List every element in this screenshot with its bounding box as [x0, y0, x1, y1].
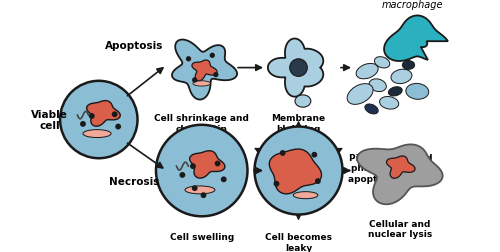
- Ellipse shape: [356, 64, 378, 79]
- Text: macrophage: macrophage: [382, 0, 444, 10]
- Ellipse shape: [254, 127, 342, 215]
- Text: Viable
cell: Viable cell: [31, 109, 68, 131]
- Ellipse shape: [369, 80, 386, 92]
- Ellipse shape: [365, 105, 378, 114]
- Text: Cell shrinkage and
chromatin
condensation: Cell shrinkage and chromatin condensatio…: [154, 114, 249, 144]
- Text: Necrosis: Necrosis: [109, 176, 159, 186]
- Ellipse shape: [347, 84, 373, 105]
- Circle shape: [192, 186, 197, 191]
- Circle shape: [316, 179, 320, 183]
- Ellipse shape: [185, 186, 215, 194]
- Circle shape: [312, 153, 316, 157]
- Circle shape: [81, 122, 85, 127]
- Circle shape: [193, 79, 196, 82]
- Text: Cellular and
nuclear lysis: Cellular and nuclear lysis: [368, 219, 432, 238]
- Circle shape: [210, 54, 214, 58]
- Circle shape: [180, 173, 184, 177]
- Circle shape: [202, 193, 205, 198]
- Circle shape: [222, 177, 226, 182]
- Circle shape: [274, 182, 278, 186]
- Text: Cell becomes
leaky: Cell becomes leaky: [265, 232, 332, 251]
- Ellipse shape: [391, 70, 412, 84]
- Ellipse shape: [83, 130, 111, 138]
- Ellipse shape: [293, 192, 318, 199]
- Ellipse shape: [156, 125, 248, 216]
- Circle shape: [190, 164, 195, 169]
- Ellipse shape: [60, 81, 138, 159]
- Circle shape: [186, 58, 190, 61]
- Polygon shape: [192, 61, 217, 82]
- Polygon shape: [357, 145, 442, 204]
- Text: Cell swelling: Cell swelling: [170, 232, 234, 241]
- Polygon shape: [270, 149, 322, 194]
- Text: Pinching off and
phagocytosis of
apoptotic bodies: Pinching off and phagocytosis of apoptot…: [348, 153, 434, 183]
- Circle shape: [216, 162, 220, 166]
- Circle shape: [290, 59, 308, 77]
- Text: Membrane
blebbing: Membrane blebbing: [272, 114, 326, 133]
- Text: Apoptosis: Apoptosis: [105, 41, 163, 50]
- Polygon shape: [86, 101, 120, 127]
- Ellipse shape: [374, 57, 390, 69]
- Circle shape: [112, 113, 117, 117]
- Ellipse shape: [388, 87, 402, 97]
- Ellipse shape: [295, 96, 311, 108]
- Ellipse shape: [193, 81, 210, 87]
- Circle shape: [90, 114, 94, 119]
- Polygon shape: [384, 16, 448, 62]
- Polygon shape: [386, 156, 415, 179]
- Polygon shape: [190, 151, 225, 178]
- Ellipse shape: [406, 84, 428, 100]
- Ellipse shape: [380, 97, 398, 110]
- Circle shape: [214, 73, 218, 77]
- Circle shape: [280, 151, 285, 155]
- Circle shape: [116, 125, 120, 129]
- Polygon shape: [172, 40, 237, 100]
- Ellipse shape: [402, 61, 414, 70]
- Polygon shape: [268, 39, 324, 97]
